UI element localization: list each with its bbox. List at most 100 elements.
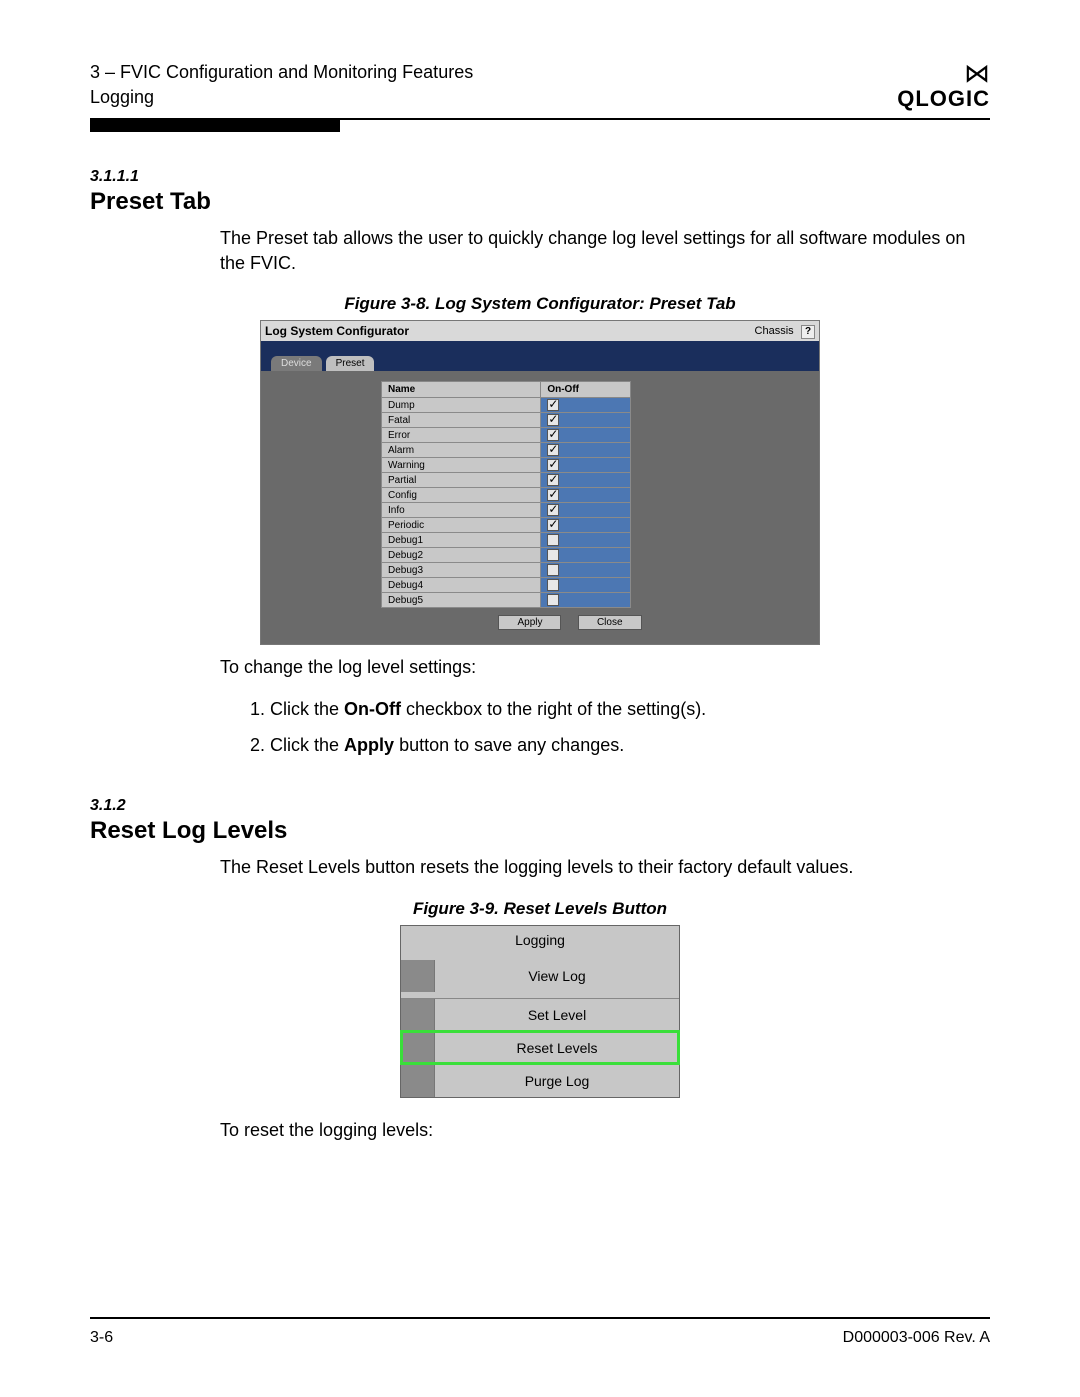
fig8-chassis-label: Chassis [755,325,794,337]
tab-device[interactable]: Device [271,356,322,371]
preset-row: Error [382,428,631,443]
logo-text: QLOGIC [897,86,990,112]
onoff-checkbox[interactable] [547,594,559,606]
chapter-line: 3 – FVIC Configuration and Monitoring Fe… [90,60,473,85]
section2-para: The Reset Levels button resets the loggi… [220,855,990,880]
onoff-checkbox[interactable] [547,549,559,561]
section2-number: 3.1.2 [90,797,990,815]
onoff-checkbox[interactable] [547,504,559,516]
instr1-step1: 1. Click the On-Off checkbox to the righ… [250,693,990,725]
col-onoff: On-Off [541,382,631,398]
preset-checkbox-cell [541,533,631,548]
page-header: 3 – FVIC Configuration and Monitoring Fe… [90,60,990,112]
preset-name: Alarm [382,443,541,458]
page-footer: 3-6 D000003-006 Rev. A [90,1317,990,1347]
preset-row: Alarm [382,443,631,458]
instr1-step2: 2. Click the Apply button to save any ch… [250,729,990,761]
sub-line: Logging [90,85,473,110]
fig9-side-handle [401,1032,435,1064]
help-icon[interactable]: ? [801,325,815,339]
preset-checkbox-cell [541,503,631,518]
preset-checkbox-cell [541,563,631,578]
fig9-menu-row: Reset Levels [401,1031,679,1064]
fig9-menu-item[interactable]: View Log [435,960,679,992]
preset-checkbox-cell [541,593,631,608]
fig9-side-handle [401,1065,435,1097]
preset-name: Error [382,428,541,443]
doc-rev: D000003-006 Rev. A [843,1329,990,1347]
preset-name: Fatal [382,413,541,428]
preset-name: Partial [382,473,541,488]
preset-row: Debug3 [382,563,631,578]
fig9-menu-row: View Log [401,954,679,998]
page-number: 3-6 [90,1329,113,1347]
preset-table: Name On-Off DumpFatalErrorAlarmWarningPa… [381,381,631,608]
preset-row: Fatal [382,413,631,428]
onoff-checkbox[interactable] [547,579,559,591]
onoff-checkbox[interactable] [547,474,559,486]
preset-name: Config [382,488,541,503]
fig9-menu-item[interactable]: Reset Levels [435,1032,679,1064]
preset-name: Debug3 [382,563,541,578]
preset-row: Dump [382,398,631,413]
instr1-lead: To change the log level settings: [220,655,990,680]
onoff-checkbox[interactable] [547,534,559,546]
preset-name: Debug4 [382,578,541,593]
preset-row: Debug1 [382,533,631,548]
close-button[interactable]: Close [578,615,642,630]
fig9-side-handle [401,960,435,992]
onoff-checkbox[interactable] [547,399,559,411]
preset-checkbox-cell [541,458,631,473]
preset-row: Debug4 [382,578,631,593]
preset-checkbox-cell [541,578,631,593]
preset-checkbox-cell [541,548,631,563]
fig9-menu-item[interactable]: Set Level [435,999,679,1031]
tab-preset[interactable]: Preset [326,356,375,371]
preset-row: Warning [382,458,631,473]
fig9-menu-row: Set Level [401,998,679,1031]
apply-button[interactable]: Apply [498,615,561,630]
figure8-caption: Figure 3-8. Log System Configurator: Pre… [90,294,990,314]
onoff-checkbox[interactable] [547,564,559,576]
preset-name: Debug5 [382,593,541,608]
onoff-checkbox[interactable] [547,459,559,471]
figure9-caption: Figure 3-9. Reset Levels Button [90,899,990,919]
preset-name: Warning [382,458,541,473]
logo-icon: ⋈ [897,60,990,86]
onoff-checkbox[interactable] [547,444,559,456]
section-number: 3.1.1.1 [90,168,990,186]
onoff-checkbox[interactable] [547,429,559,441]
preset-row: Partial [382,473,631,488]
logo: ⋈ QLOGIC [897,60,990,112]
preset-name: Debug2 [382,548,541,563]
fig9-side-handle [401,999,435,1031]
onoff-checkbox[interactable] [547,414,559,426]
preset-name: Debug1 [382,533,541,548]
instr2-lead: To reset the logging levels: [220,1118,990,1143]
preset-checkbox-cell [541,398,631,413]
preset-checkbox-cell [541,428,631,443]
preset-checkbox-cell [541,488,631,503]
figure9-screenshot: Logging View Log Set LevelReset LevelsPur… [400,925,680,1098]
figure8-screenshot: Log System Configurator Chassis ? Device… [260,320,820,645]
fig9-menu-item[interactable]: Purge Log [435,1065,679,1097]
section-title: Preset Tab [90,188,990,216]
preset-row: Periodic [382,518,631,533]
preset-name: Info [382,503,541,518]
preset-checkbox-cell [541,473,631,488]
fig9-menu-row: Purge Log [401,1064,679,1097]
fig8-window-title: Log System Configurator [265,324,409,338]
onoff-checkbox[interactable] [547,489,559,501]
section2-title: Reset Log Levels [90,817,990,845]
preset-row: Config [382,488,631,503]
preset-name: Periodic [382,518,541,533]
preset-row: Debug5 [382,593,631,608]
onoff-checkbox[interactable] [547,519,559,531]
fig9-header: Logging [401,926,679,954]
preset-checkbox-cell [541,518,631,533]
section1-para: The Preset tab allows the user to quickl… [220,226,990,276]
preset-checkbox-cell [541,413,631,428]
col-name: Name [382,382,541,398]
preset-row: Info [382,503,631,518]
preset-checkbox-cell [541,443,631,458]
